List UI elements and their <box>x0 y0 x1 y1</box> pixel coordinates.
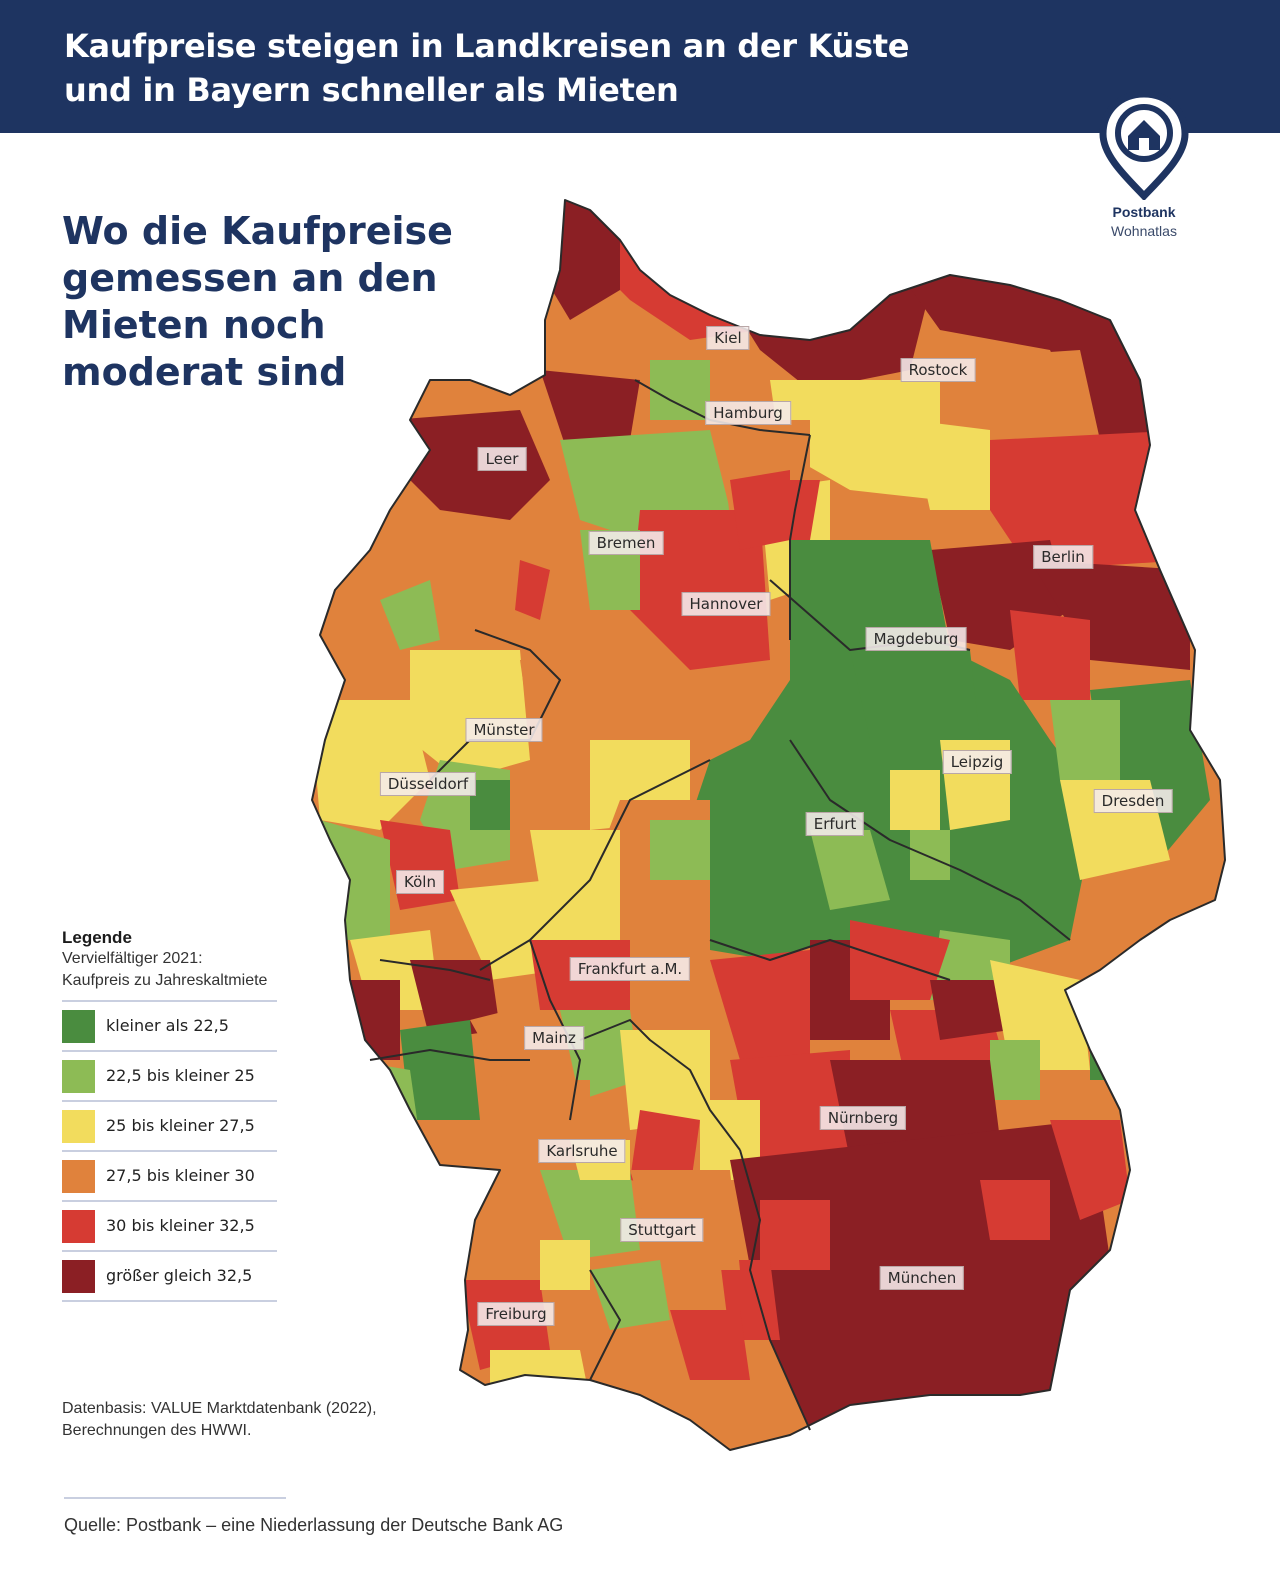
headline-line-2: und in Bayern schneller als Mieten <box>64 71 679 109</box>
legend-swatch <box>62 1160 95 1193</box>
data-basis-line-1: Datenbasis: VALUE Marktdatenbank (2022), <box>62 1400 377 1417</box>
legend-title: Legende <box>62 928 132 947</box>
city-label-leer: Leer <box>477 447 527 471</box>
city-label-hannover: Hannover <box>681 592 771 616</box>
city-label-dresden: Dresden <box>1093 789 1173 813</box>
city-label-nuernberg: Nürnberg <box>819 1106 907 1130</box>
logo-product: Wohnatlas <box>1111 223 1177 239</box>
legend-label: 22,5 bis kleiner 25 <box>106 1066 255 1085</box>
city-label-duesseldorf: Düsseldorf <box>379 772 477 796</box>
choropleth-map <box>311 199 1226 1451</box>
legend-item: 25 bis kleiner 27,5 <box>62 1102 277 1152</box>
city-label-bremen: Bremen <box>588 531 664 555</box>
map-title-line-2: gemessen an den <box>62 256 438 300</box>
legend-item: 30 bis kleiner 32,5 <box>62 1202 277 1252</box>
legend-subtitle-2: Kaufpreis zu Jahreskaltmiete <box>62 972 268 989</box>
footer-source: Quelle: Postbank – eine Niederlassung de… <box>64 1515 564 1535</box>
legend-subtitle-1: Vervielfältiger 2021: <box>62 950 203 967</box>
city-label-karlsruhe: Karlsruhe <box>538 1139 626 1163</box>
germany-map: Kiel Rostock Hamburg Leer Bremen Berlin … <box>290 180 1250 1470</box>
city-label-berlin: Berlin <box>1033 545 1093 569</box>
legend-items: kleiner als 22,5 22,5 bis kleiner 25 25 … <box>62 1000 277 1302</box>
city-label-frankfurt: Frankfurt a.M. <box>569 957 691 981</box>
legend-label: 30 bis kleiner 32,5 <box>106 1216 255 1235</box>
city-label-rostock: Rostock <box>900 358 976 382</box>
legend-item: größer gleich 32,5 <box>62 1252 277 1302</box>
legend-label: 25 bis kleiner 27,5 <box>106 1116 255 1135</box>
legend-swatch <box>62 1110 95 1143</box>
legend: Legende Vervielfältiger 2021: Kaufpreis … <box>62 928 292 1302</box>
map-title-line-3: Mieten noch <box>62 303 326 347</box>
headline-line-1: Kaufpreise steigen in Landkreisen an der… <box>64 27 910 65</box>
city-label-mainz: Mainz <box>524 1026 584 1050</box>
legend-swatch <box>62 1260 95 1293</box>
legend-swatch <box>62 1010 95 1043</box>
legend-item: 22,5 bis kleiner 25 <box>62 1052 277 1102</box>
legend-swatch <box>62 1060 95 1093</box>
legend-label: 27,5 bis kleiner 30 <box>106 1166 255 1185</box>
city-label-kiel: Kiel <box>706 326 750 350</box>
city-label-freiburg: Freiburg <box>477 1302 555 1326</box>
map-title-line-4: moderat sind <box>62 350 347 394</box>
footer-divider <box>64 1497 286 1499</box>
map-title: Wo die Kaufpreise gemessen an den Mieten… <box>62 208 453 396</box>
headline: Kaufpreise steigen in Landkreisen an der… <box>64 24 909 112</box>
city-label-stuttgart: Stuttgart <box>620 1218 704 1242</box>
legend-swatch <box>62 1210 95 1243</box>
data-basis-line-2: Berechnungen des HWWI. <box>62 1422 252 1439</box>
data-basis-note: Datenbasis: VALUE Marktdatenbank (2022),… <box>62 1398 462 1442</box>
house-pin-icon <box>1099 90 1189 200</box>
city-label-muenchen: München <box>879 1266 965 1290</box>
legend-item: 27,5 bis kleiner 30 <box>62 1152 277 1202</box>
city-label-erfurt: Erfurt <box>805 812 865 836</box>
city-label-koeln: Köln <box>396 870 444 894</box>
city-label-hamburg: Hamburg <box>705 401 791 425</box>
logo-brand: Postbank <box>1112 204 1176 220</box>
map-title-line-1: Wo die Kaufpreise <box>62 209 453 253</box>
header-banner: Kaufpreise steigen in Landkreisen an der… <box>0 0 1280 133</box>
legend-label: kleiner als 22,5 <box>106 1016 229 1035</box>
postbank-wohnatlas-logo: Postbank Wohnatlas <box>1094 90 1194 240</box>
city-label-leipzig: Leipzig <box>942 750 1012 774</box>
city-label-magdeburg: Magdeburg <box>865 627 967 651</box>
map-regions <box>312 200 1225 1450</box>
legend-label: größer gleich 32,5 <box>106 1266 253 1285</box>
city-label-muenster: Münster <box>465 718 543 742</box>
legend-item: kleiner als 22,5 <box>62 1002 277 1052</box>
